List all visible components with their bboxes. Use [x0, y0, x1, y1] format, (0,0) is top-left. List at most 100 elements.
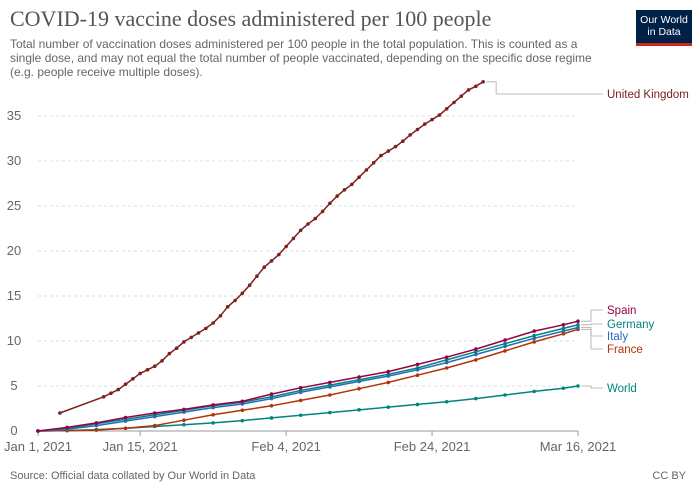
data-point-united-kingdom[interactable]	[196, 331, 201, 335]
data-point-united-kingdom[interactable]	[204, 326, 208, 331]
data-point-spain[interactable]	[211, 403, 215, 407]
series-line-germany[interactable]	[37, 324, 579, 432]
data-point-germany[interactable]	[561, 326, 566, 331]
data-point-united-kingdom[interactable]	[225, 305, 230, 309]
data-point-spain[interactable]	[386, 369, 391, 374]
data-point-france[interactable]	[123, 426, 128, 431]
data-point-spain[interactable]	[503, 338, 507, 342]
data-point-spain[interactable]	[182, 407, 186, 412]
data-point-france[interactable]	[561, 332, 566, 336]
data-point-united-kingdom[interactable]	[328, 201, 332, 206]
data-point-united-kingdom[interactable]	[415, 127, 420, 132]
data-point-germany[interactable]	[298, 388, 303, 393]
data-point-spain[interactable]	[357, 375, 361, 379]
data-point-united-kingdom[interactable]	[437, 113, 442, 117]
data-point-world[interactable]	[576, 384, 580, 388]
data-point-spain[interactable]	[474, 347, 478, 351]
data-point-world[interactable]	[415, 402, 420, 407]
data-point-italy[interactable]	[576, 325, 580, 330]
data-point-germany[interactable]	[576, 323, 580, 327]
data-point-united-kingdom[interactable]	[167, 351, 172, 356]
data-point-italy[interactable]	[503, 344, 507, 349]
data-point-spain[interactable]	[269, 392, 274, 396]
data-point-italy[interactable]	[561, 329, 566, 333]
data-point-united-kingdom[interactable]	[284, 244, 288, 249]
data-point-germany[interactable]	[386, 372, 391, 377]
data-point-united-kingdom[interactable]	[408, 133, 412, 137]
data-point-world[interactable]	[182, 422, 186, 427]
data-point-united-kingdom[interactable]	[401, 139, 405, 143]
data-point-spain[interactable]	[94, 421, 99, 425]
data-point-united-kingdom[interactable]	[386, 149, 391, 153]
data-point-france[interactable]	[269, 404, 274, 408]
data-point-france[interactable]	[532, 340, 537, 344]
data-point-united-kingdom[interactable]	[247, 283, 252, 288]
data-point-france[interactable]	[328, 393, 332, 397]
series-line-spain[interactable]	[37, 320, 579, 432]
data-point-united-kingdom[interactable]	[233, 298, 237, 303]
data-point-world[interactable]	[532, 389, 537, 394]
data-point-world[interactable]	[211, 421, 215, 425]
data-point-germany[interactable]	[415, 366, 420, 370]
data-point-france[interactable]	[211, 413, 215, 417]
data-point-united-kingdom[interactable]	[430, 117, 434, 122]
data-point-united-kingdom[interactable]	[58, 411, 62, 415]
data-point-world[interactable]	[328, 410, 332, 415]
data-point-italy[interactable]	[444, 360, 449, 365]
legend-label-world[interactable]: World	[607, 383, 637, 395]
data-point-united-kingdom[interactable]	[109, 391, 113, 396]
data-point-united-kingdom[interactable]	[131, 377, 135, 381]
data-point-united-kingdom[interactable]	[138, 371, 142, 376]
data-point-united-kingdom[interactable]	[123, 382, 128, 387]
data-point-france[interactable]	[240, 408, 245, 413]
data-point-united-kingdom[interactable]	[481, 80, 485, 84]
data-point-united-kingdom[interactable]	[218, 314, 223, 318]
data-point-united-kingdom[interactable]	[262, 265, 267, 270]
owid-logo[interactable]: Our World in Data	[636, 10, 692, 46]
data-point-germany[interactable]	[269, 395, 274, 399]
data-point-spain[interactable]	[328, 380, 332, 385]
data-point-united-kingdom[interactable]	[444, 107, 449, 111]
data-point-united-kingdom[interactable]	[255, 274, 259, 279]
series-line-world[interactable]	[37, 385, 579, 432]
data-point-france[interactable]	[182, 418, 186, 423]
data-point-world[interactable]	[503, 393, 507, 397]
legend-label-united-kingdom[interactable]: United Kingdom	[607, 89, 689, 101]
data-point-united-kingdom[interactable]	[459, 94, 464, 98]
data-point-united-kingdom[interactable]	[101, 395, 106, 399]
data-point-united-kingdom[interactable]	[474, 84, 478, 89]
data-point-united-kingdom[interactable]	[189, 335, 194, 340]
data-point-spain[interactable]	[444, 355, 449, 360]
license-link[interactable]: CC BY	[652, 470, 686, 482]
data-point-united-kingdom[interactable]	[313, 216, 318, 221]
data-point-france[interactable]	[298, 398, 303, 403]
data-point-world[interactable]	[386, 405, 391, 409]
data-point-united-kingdom[interactable]	[174, 346, 179, 351]
legend-label-spain[interactable]: Spain	[607, 305, 636, 317]
data-point-united-kingdom[interactable]	[379, 153, 383, 158]
data-point-spain[interactable]	[532, 329, 537, 333]
data-point-united-kingdom[interactable]	[298, 228, 303, 233]
data-point-spain[interactable]	[415, 362, 420, 367]
data-point-spain[interactable]	[561, 323, 566, 327]
data-point-united-kingdom[interactable]	[116, 387, 121, 392]
data-point-germany[interactable]	[328, 383, 332, 387]
data-point-united-kingdom[interactable]	[357, 175, 361, 179]
data-point-spain[interactable]	[65, 425, 69, 430]
data-point-germany[interactable]	[444, 358, 449, 362]
data-point-united-kingdom[interactable]	[145, 368, 150, 372]
data-point-france[interactable]	[503, 349, 507, 353]
data-point-world[interactable]	[444, 399, 449, 404]
data-point-united-kingdom[interactable]	[160, 359, 164, 363]
series-line-italy[interactable]	[37, 326, 579, 432]
data-point-germany[interactable]	[532, 333, 537, 338]
data-point-germany[interactable]	[474, 350, 478, 354]
data-point-france[interactable]	[94, 428, 99, 432]
data-point-france[interactable]	[152, 423, 157, 428]
data-point-united-kingdom[interactable]	[182, 340, 186, 344]
data-point-united-kingdom[interactable]	[335, 194, 339, 198]
data-point-united-kingdom[interactable]	[152, 364, 157, 369]
legend-label-france[interactable]: France	[607, 344, 643, 356]
data-point-united-kingdom[interactable]	[393, 144, 398, 149]
data-point-italy[interactable]	[474, 352, 478, 357]
